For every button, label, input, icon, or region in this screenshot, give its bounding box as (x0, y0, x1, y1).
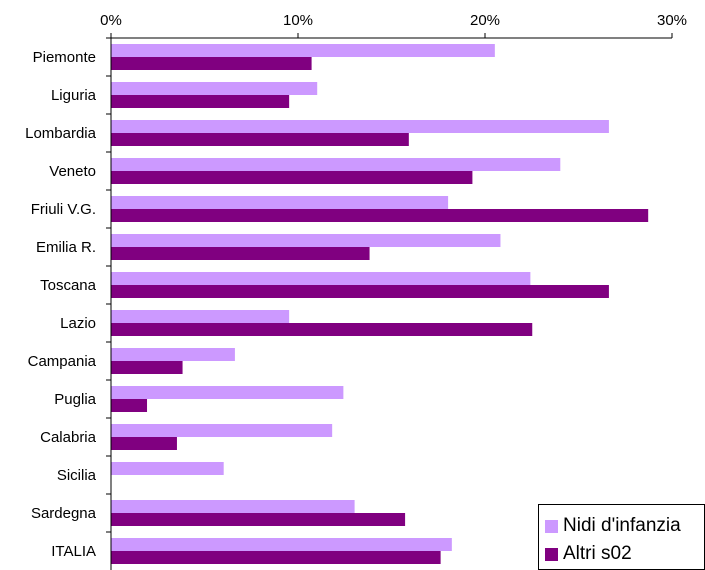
legend-swatch-series-2 (545, 547, 558, 561)
category-label: Veneto (49, 163, 96, 180)
bar-nidi (111, 82, 318, 95)
x-tick-label: 0% (100, 12, 122, 29)
bar-altri (111, 171, 473, 184)
bars (111, 44, 649, 564)
category-label: Piemonte (33, 49, 96, 66)
bar-nidi (111, 196, 449, 209)
bar-altri (111, 57, 312, 70)
bar-nidi (111, 462, 224, 475)
category-label: Calabria (40, 429, 97, 446)
bar-altri (111, 437, 177, 450)
axes (106, 33, 673, 570)
category-label: Friuli V.G. (31, 201, 96, 218)
bar-nidi (111, 424, 333, 437)
bar-altri (111, 95, 290, 108)
bar-altri (111, 323, 533, 336)
bar-altri (111, 399, 148, 412)
legend: Nidi d'infanzia Altri s02 (538, 504, 705, 570)
category-label: Puglia (54, 391, 96, 408)
bar-nidi (111, 44, 495, 57)
labels: 0% 10% 20% 30% Piemonte Liguria Lombardia Venet… (25, 12, 687, 560)
x-tick-label: 30% (657, 12, 687, 29)
bar-nidi (111, 272, 531, 285)
legend-swatch-series-1 (545, 519, 558, 533)
legend-label-series-1: Nidi d'infanzia (563, 515, 681, 536)
category-label: Emilia R. (36, 239, 96, 256)
bar-nidi (111, 538, 452, 551)
bar-nidi (111, 158, 561, 171)
bar-altri (111, 209, 649, 222)
category-label: Lazio (60, 315, 96, 332)
legend-item-series-2: Altri s02 (545, 539, 632, 569)
bar-altri (111, 247, 370, 260)
bar-nidi (111, 500, 355, 513)
bar-nidi (111, 310, 290, 323)
bar-altri (111, 285, 609, 298)
bar-altri (111, 361, 183, 374)
category-label: ITALIA (51, 543, 96, 560)
bar-altri (111, 551, 441, 564)
category-label: Lombardia (25, 125, 97, 142)
x-tick-label: 10% (283, 12, 313, 29)
category-label: Sardegna (31, 505, 97, 522)
x-tick-label: 20% (470, 12, 500, 29)
bar-altri (111, 133, 409, 146)
category-label: Liguria (51, 87, 97, 104)
legend-item-series-1: Nidi d'infanzia (545, 511, 681, 541)
bar-nidi (111, 234, 501, 247)
bar-altri (111, 513, 406, 526)
category-label: Campania (28, 353, 97, 370)
bar-nidi (111, 386, 344, 399)
bar-nidi (111, 348, 235, 361)
bar-nidi (111, 120, 609, 133)
category-label: Sicilia (57, 467, 97, 484)
legend-label-series-2: Altri s02 (563, 543, 632, 564)
category-label: Toscana (40, 277, 97, 294)
